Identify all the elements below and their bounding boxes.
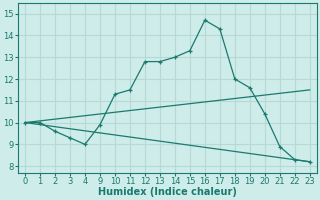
X-axis label: Humidex (Indice chaleur): Humidex (Indice chaleur) xyxy=(98,187,237,197)
